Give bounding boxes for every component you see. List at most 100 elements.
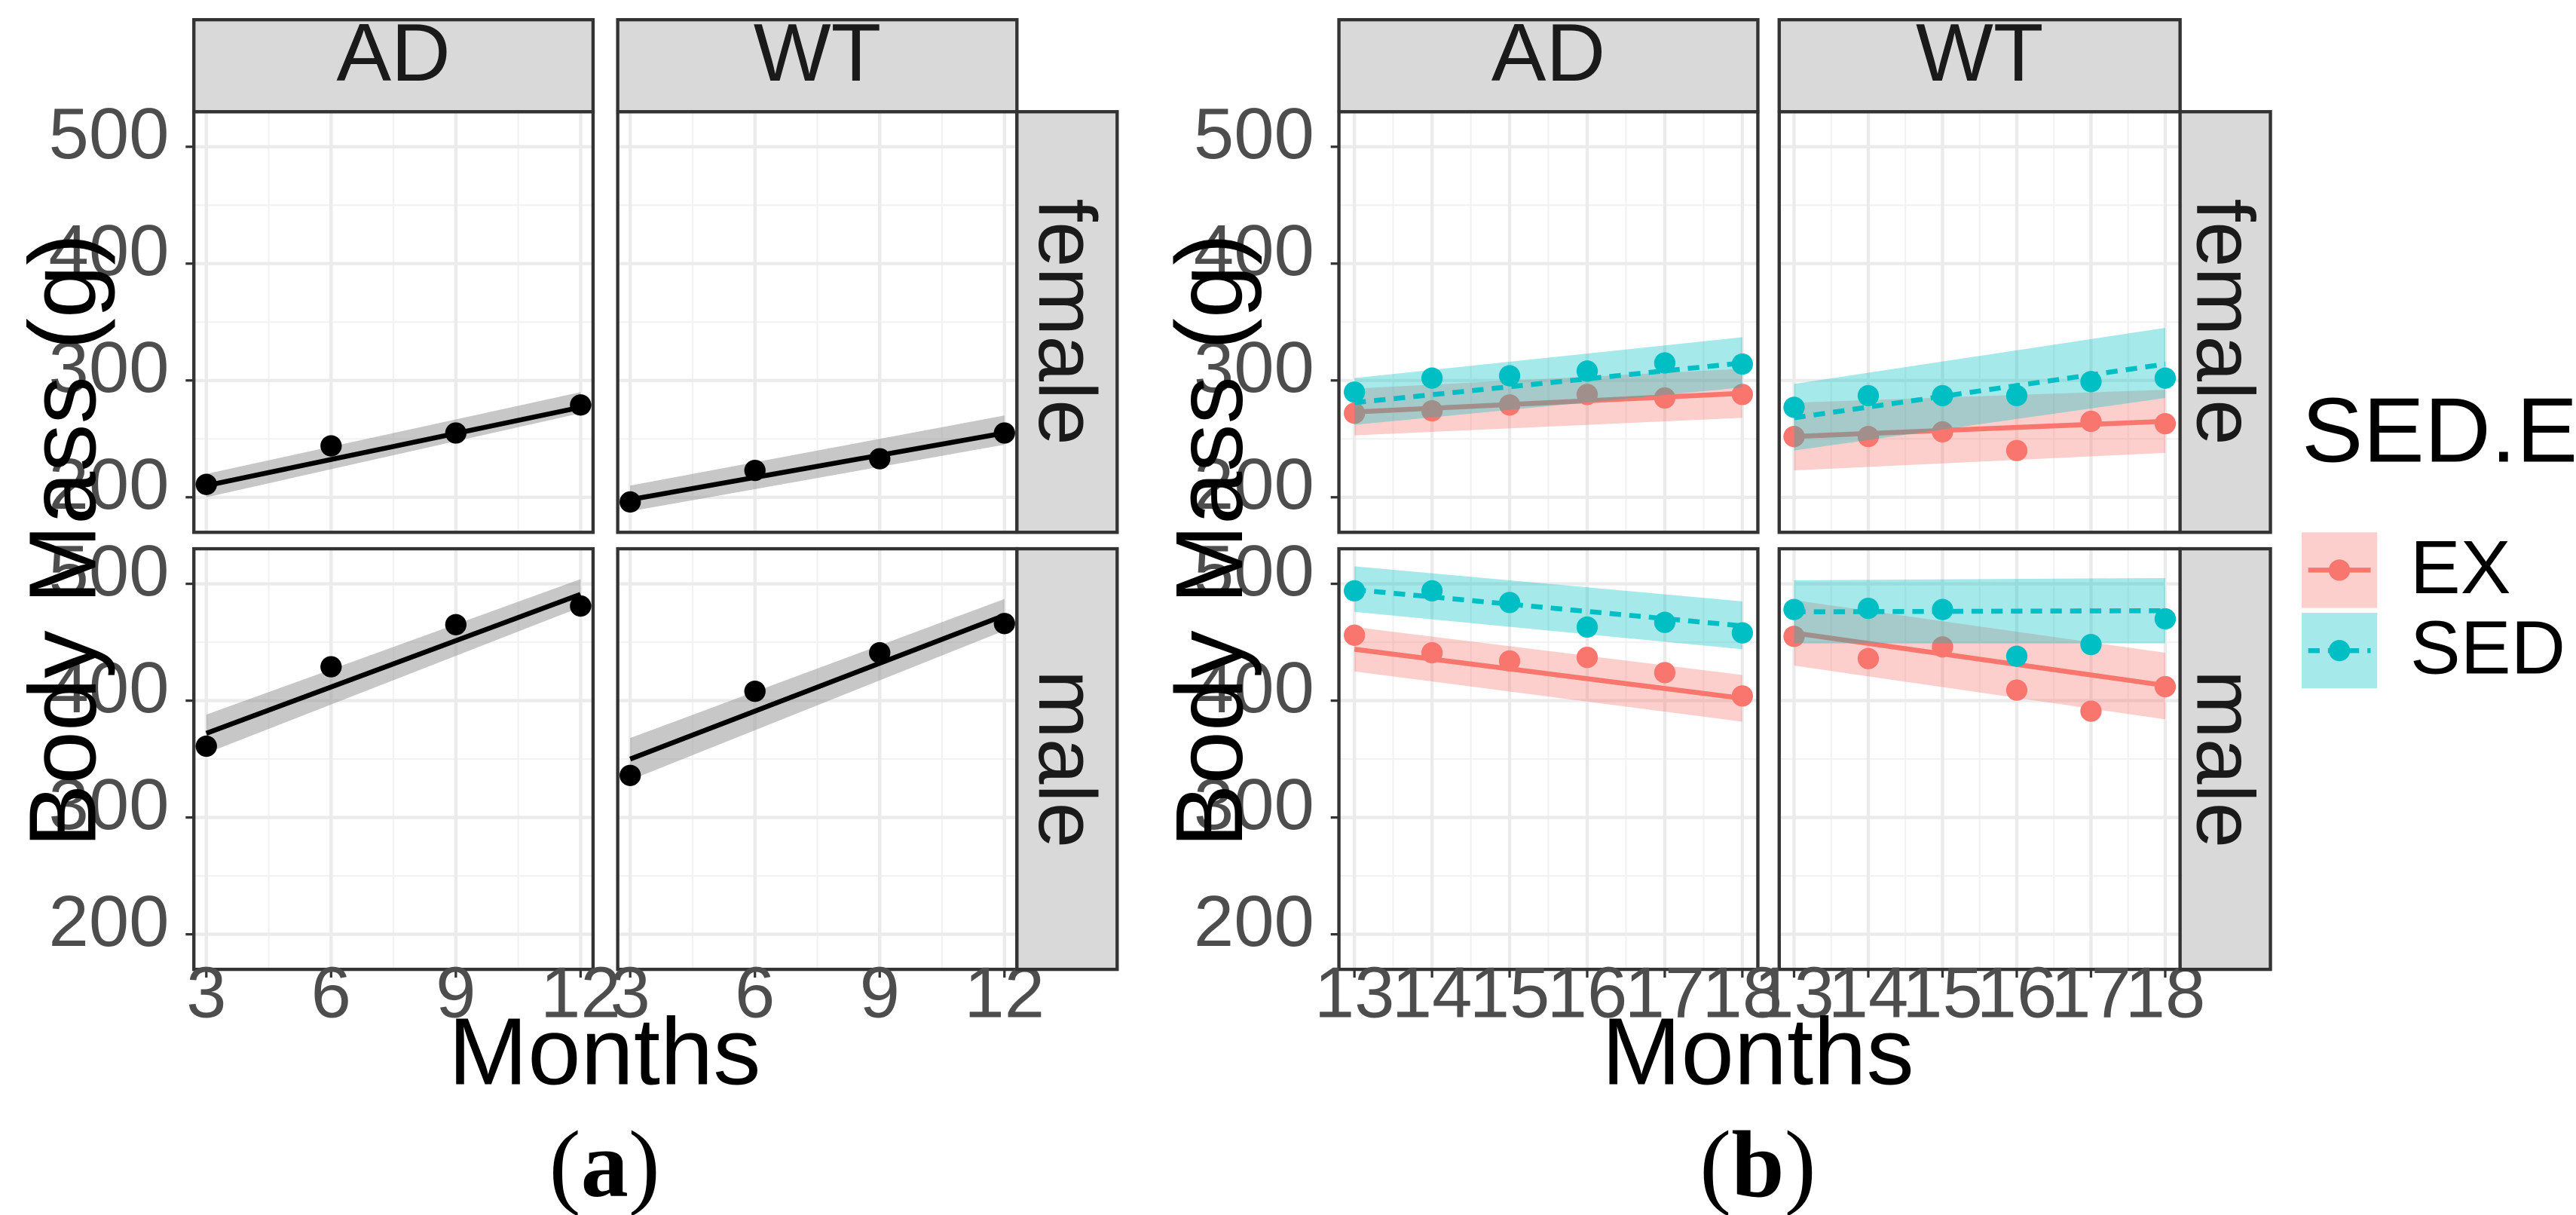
regression-line-all [629, 613, 1005, 762]
regression-line-sed [1354, 587, 1743, 629]
regression-line-ex [1794, 630, 2166, 688]
y-tick-label: 300 [1194, 764, 1314, 845]
x-tick-label: 6 [735, 952, 775, 1033]
data-point-sed [1421, 580, 1443, 602]
data-point-ex [1654, 387, 1676, 409]
x-tick-label: 12 [540, 952, 621, 1033]
y-tick-label: 200 [1194, 881, 1314, 962]
x-tick-label: 3 [610, 952, 650, 1033]
data-point-ex [1731, 685, 1754, 707]
facet-strip-label: female [1021, 199, 1113, 445]
data-point-sed [2154, 367, 2177, 389]
data-point-sed [2080, 371, 2102, 393]
panel-border [192, 546, 595, 972]
data-point-ex [2154, 675, 2177, 698]
data-point-ex [1783, 626, 1805, 647]
data-point-all [195, 473, 217, 495]
x-tick-label: 18 [1703, 952, 1783, 1033]
y-tick-label: 400 [49, 647, 170, 728]
x-tick-label: 16 [1547, 952, 1628, 1033]
x-tick-label: 14 [1828, 952, 1909, 1033]
data-point-sed [1498, 365, 1521, 387]
x-tick-label: 6 [311, 952, 351, 1033]
caption-paren-open: ( [1699, 1112, 1731, 1215]
caption-letter: b [1731, 1112, 1784, 1215]
facet-strip-wt [616, 17, 1019, 114]
facet-strip-label: male [1021, 670, 1113, 848]
regression-line-ex [1794, 418, 2166, 439]
caption-letter: a [581, 1112, 629, 1215]
legend-key-point [2328, 640, 2351, 662]
data-point-ex [2005, 439, 2028, 461]
data-point-sed [1731, 622, 1754, 644]
y-tick-label: 200 [49, 444, 170, 525]
data-point-sed [1783, 598, 1805, 620]
legend-label-ex: EX [2410, 525, 2511, 610]
data-point-all [993, 613, 1015, 635]
facet-strip-label: WT [754, 7, 881, 99]
facet-panel-wt-male: 3 6 9 12 [610, 546, 1045, 1033]
confidence-band-sed [1354, 566, 1742, 650]
data-point-ex [1343, 402, 1366, 424]
y-tick-label: 400 [1194, 210, 1314, 291]
legend-title: SED.EX [2302, 378, 2576, 482]
data-point-ex [1576, 647, 1599, 669]
data-point-all [570, 394, 592, 416]
legend-label-sed: SED [2410, 606, 2565, 690]
data-point-sed [1343, 580, 1366, 602]
y-tick-label: 500 [49, 93, 170, 174]
facet-strip-label: AD [336, 7, 450, 99]
data-point-all [620, 491, 641, 513]
data-point-ex [1783, 425, 1805, 448]
y-tick-label: 200 [49, 881, 170, 962]
regression-line-sed [1794, 361, 2166, 421]
y-tick-label: 300 [49, 327, 170, 408]
y-axis-title: Body Mass (g) [9, 234, 115, 848]
data-point-sed [1576, 360, 1599, 382]
chart-b: 2003004005002003004005001314151617181314… [1156, 7, 2576, 1215]
figure-caption: (b) [1699, 1112, 1816, 1215]
x-tick-label: 15 [1470, 952, 1550, 1033]
y-tick-label: 300 [49, 764, 170, 845]
facet-strip-label: male [2180, 670, 2272, 848]
x-tick-label: 17 [1625, 952, 1706, 1033]
y-axis-title: Body Mass (g) [1156, 234, 1262, 848]
data-point-all [195, 735, 217, 757]
data-point-sed [1654, 352, 1676, 374]
figure-caption: (a) [549, 1112, 659, 1215]
facet-strip-label: female [2180, 199, 2272, 445]
data-point-ex [1498, 650, 1521, 672]
facet-strip-label: AD [1491, 7, 1605, 99]
regression-line-all [629, 430, 1005, 503]
confidence-band-all [630, 415, 1005, 512]
data-point-all [869, 448, 891, 470]
x-tick-label: 9 [436, 952, 476, 1033]
facet-panel-wt-female [1777, 110, 2182, 534]
data-point-ex [1343, 624, 1366, 646]
data-point-all [320, 435, 342, 457]
x-tick-label: 13 [1754, 952, 1834, 1033]
data-point-ex [2154, 412, 2177, 435]
data-point-sed [1343, 381, 1366, 403]
facet-strip-male [1015, 546, 1119, 972]
panel-border [1337, 546, 1760, 972]
regression-line-all [206, 405, 582, 488]
x-tick-label: 9 [860, 952, 900, 1033]
data-point-all [744, 459, 766, 482]
facet-panel-ad-female: 200 300 400 500 [49, 93, 595, 534]
regression-line-sed [1794, 608, 2165, 615]
data-point-ex [1421, 641, 1443, 664]
data-point-ex [2080, 700, 2102, 722]
caption-paren-open: ( [549, 1112, 580, 1215]
data-point-ex [1731, 384, 1754, 406]
data-point-all [570, 595, 592, 617]
x-tick-label: 17 [2051, 952, 2131, 1033]
x-axis-title: Months [448, 999, 761, 1105]
data-point-all [320, 656, 342, 678]
data-point-sed [1731, 353, 1754, 375]
legend-key-point [2328, 559, 2351, 581]
caption-paren-close: ) [629, 1112, 660, 1215]
data-point-sed [1783, 396, 1805, 418]
caption-paren-close: ) [1785, 1112, 1816, 1215]
